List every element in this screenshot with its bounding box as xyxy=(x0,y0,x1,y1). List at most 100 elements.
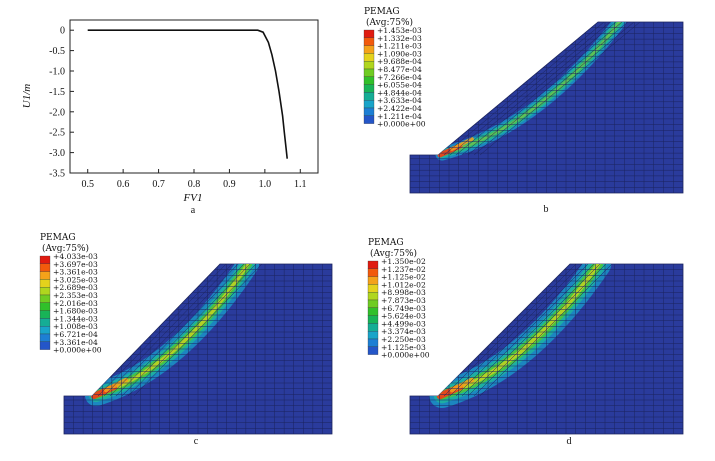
legend-swatch xyxy=(367,268,379,277)
legend-value: +1.680e-03 xyxy=(53,307,98,316)
legend-swatch xyxy=(367,331,379,340)
legend-swatch xyxy=(367,338,379,347)
legend-swatch xyxy=(363,68,375,77)
legend-value: +3.025e-03 xyxy=(53,275,98,284)
legend-value: +7.873e-03 xyxy=(381,296,426,305)
legend-value: +4.844e-04 xyxy=(377,88,422,97)
shear-band-layer xyxy=(439,22,622,157)
legend-value: +8.998e-03 xyxy=(381,288,426,297)
legend-swatch xyxy=(39,341,51,350)
legend-title: PEMAG xyxy=(364,7,400,17)
legend-swatch xyxy=(39,263,51,272)
legend-swatch xyxy=(367,284,379,293)
legend-value: +1.211e-03 xyxy=(377,42,422,51)
legend-value: +2.689e-03 xyxy=(53,283,98,292)
y-tick-label: -1.0 xyxy=(49,67,65,78)
legend-value: +1.090e-03 xyxy=(377,49,422,58)
legend-value: +5.624e-03 xyxy=(381,312,426,321)
legend-value: +0.000e+00 xyxy=(377,120,426,129)
y-tick-label: 0 xyxy=(60,26,65,37)
legend-value: +1.211e-04 xyxy=(377,112,422,121)
legend-swatch xyxy=(39,294,51,303)
legend-value: +1.012e-02 xyxy=(381,280,426,289)
toe-hotspot-fade xyxy=(103,377,129,393)
legend-swatch xyxy=(367,307,379,316)
legend-value: +2.250e-03 xyxy=(381,335,426,344)
legend-value: +7.266e-04 xyxy=(377,73,422,82)
legend-value: +1.125e-02 xyxy=(381,273,426,282)
legend-swatch xyxy=(363,45,375,54)
legend-value: +1.344e-03 xyxy=(53,314,98,323)
shear-band xyxy=(428,264,612,409)
legend-swatch xyxy=(363,53,375,62)
legend-value: +6.721e-04 xyxy=(53,330,98,339)
legend-value: +3.361e-03 xyxy=(53,268,98,277)
legend-swatch xyxy=(367,346,379,355)
legend-value: +3.361e-04 xyxy=(53,338,98,347)
legend-swatch xyxy=(39,287,51,296)
y-tick-label: -0.5 xyxy=(49,46,65,57)
x-tick-label: 1.0 xyxy=(259,179,272,190)
legend-value: +1.332e-03 xyxy=(377,34,422,43)
legend-value: +3.697e-03 xyxy=(53,260,98,269)
legend-swatch xyxy=(363,115,375,124)
series-line xyxy=(87,29,288,159)
legend-swatch xyxy=(367,292,379,301)
legend-title: PEMAG xyxy=(368,238,404,248)
shear-band xyxy=(84,264,260,407)
legend-subtitle: (Avg:75%) xyxy=(42,243,89,254)
legend-value: +2.353e-03 xyxy=(53,291,98,300)
legend-swatch xyxy=(363,84,375,93)
panel-b-contour: PEMAG(Avg:75%)+1.453e-03+1.332e-03+1.211… xyxy=(363,7,684,215)
x-tick-label: 1.1 xyxy=(294,179,307,190)
legend-swatch xyxy=(363,92,375,101)
legend-value: +0.000e+00 xyxy=(381,351,430,360)
y-tick-label: -3.0 xyxy=(49,148,65,159)
plot-frame xyxy=(69,19,319,174)
legend-value: +2.016e-03 xyxy=(53,299,98,308)
legend-value: +4.499e-03 xyxy=(381,319,426,328)
panel-a-chart: 0 -0.5 -1.0 -1.5 -2.0 -2.5 -3.0 -3.5 0.5 0.6 0.7 0… xyxy=(21,19,319,216)
legend-swatch xyxy=(367,323,379,332)
legend-swatch xyxy=(363,100,375,109)
legend-value: +0.000e+00 xyxy=(53,346,102,355)
shear-band-layer xyxy=(440,22,621,156)
legend-value: +4.033e-03 xyxy=(53,252,98,261)
legend-value: +8.477e-04 xyxy=(377,65,422,74)
legend-swatch xyxy=(39,302,51,311)
legend-swatch xyxy=(39,279,51,288)
legend-swatch xyxy=(363,37,375,46)
legend-value: +3.633e-04 xyxy=(377,96,422,105)
x-tick-label: 0.5 xyxy=(81,179,94,190)
x-tick-label: 0.6 xyxy=(117,179,130,190)
panel-c-contour: PEMAG(Avg:75%)+4.033e-03+3.697e-03+3.361… xyxy=(39,233,333,447)
y-tick-label: -1.5 xyxy=(49,87,65,98)
panel-c-letter: c xyxy=(194,436,199,447)
legend-swatch xyxy=(367,276,379,285)
y-tick-label: -2.0 xyxy=(49,107,65,118)
legend-value: +2.422e-04 xyxy=(377,104,422,113)
legend-value: +6.749e-03 xyxy=(381,304,426,313)
legend-swatch xyxy=(39,318,51,327)
x-tick-label: 0.9 xyxy=(223,179,236,190)
x-axis-label: FV1 xyxy=(183,192,203,204)
panel-d-contour: PEMAG(Avg:75%)+1.350e-02+1.237e-02+1.125… xyxy=(367,238,684,447)
y-axis-label: U1/m xyxy=(21,84,33,109)
legend-subtitle: (Avg:75%) xyxy=(366,17,413,28)
legend-swatch xyxy=(39,333,51,342)
legend-swatch xyxy=(367,260,379,269)
legend-swatch xyxy=(39,271,51,280)
legend-swatch xyxy=(39,255,51,264)
legend-value: +1.237e-02 xyxy=(381,265,426,274)
legend-swatch xyxy=(363,61,375,70)
panel-d-letter: d xyxy=(567,436,572,447)
legend-value: +1.008e-03 xyxy=(53,322,98,331)
x-tick-label: 0.8 xyxy=(188,179,201,190)
legend-swatch xyxy=(363,29,375,38)
legend-value: +1.125e-03 xyxy=(381,343,426,352)
legend-value: +6.055e-04 xyxy=(377,81,422,90)
legend-swatch xyxy=(363,107,375,116)
legend-swatch xyxy=(367,299,379,308)
panel-b-letter: b xyxy=(544,204,549,215)
